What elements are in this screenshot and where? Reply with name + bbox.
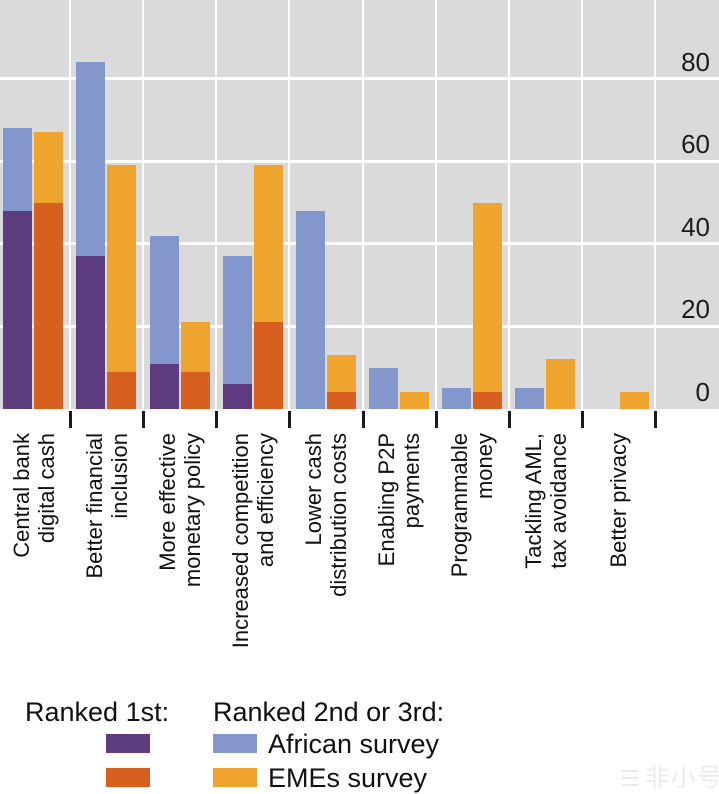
x-axis-tick xyxy=(215,411,219,428)
grid-line-v xyxy=(654,0,657,409)
y-tick-label: 40 xyxy=(681,211,710,242)
grid-line-h xyxy=(0,77,719,81)
grid-line-v xyxy=(142,0,145,409)
bar-segment-emes-ranked-1st xyxy=(180,371,210,409)
bar-segment-emes-ranked-2nd-3rd xyxy=(253,165,283,323)
y-tick-label: 0 xyxy=(695,377,710,407)
bar-segment-emes-ranked-1st xyxy=(473,392,503,409)
x-category-label: Increased competition and efficiency xyxy=(227,433,278,649)
legend-label-african-survey: African survey xyxy=(268,729,440,759)
x-axis-tick xyxy=(581,411,585,428)
bar-segment-emes-ranked-2nd-3rd xyxy=(546,359,576,409)
bar-segment-african-ranked-1st xyxy=(76,256,106,409)
y-tick-label: 80 xyxy=(681,46,710,77)
bar-segment-african-ranked-2nd-3rd xyxy=(369,367,399,409)
grid-line-h xyxy=(0,324,719,328)
bar-segment-emes-ranked-2nd-3rd xyxy=(326,355,356,393)
bar-segment-emes-ranked-2nd-3rd xyxy=(619,392,649,409)
legend-header-ranked-2nd-3rd: Ranked 2nd or 3rd: xyxy=(213,697,445,727)
legend-swatch-emes-ranked1 xyxy=(106,768,150,787)
x-axis-tick xyxy=(288,411,292,428)
chart-plot-area xyxy=(0,0,719,409)
x-category-label: Programmable money xyxy=(447,433,498,578)
bar-segment-african-ranked-2nd-3rd xyxy=(3,128,33,211)
x-axis-tick xyxy=(434,411,438,428)
grid-line-v xyxy=(288,0,291,409)
watermark-logo-icon: ☰ xyxy=(620,766,641,791)
x-axis-tick xyxy=(507,411,511,428)
bar-segment-emes-ranked-2nd-3rd xyxy=(107,165,137,372)
x-axis-tick xyxy=(142,411,146,428)
bar-segment-african-ranked-1st xyxy=(222,384,252,409)
y-tick-label: 60 xyxy=(681,129,710,160)
bar-segment-emes-ranked-1st xyxy=(253,322,283,409)
bar-segment-emes-ranked-2nd-3rd xyxy=(400,392,430,409)
legend-label-emes-survey: EMEs survey xyxy=(268,763,428,793)
chart-legend: Ranked 1st: Ranked 2nd or 3rd: African s… xyxy=(0,694,719,793)
bar-segment-african-ranked-2nd-3rd xyxy=(149,235,179,364)
x-category-label: Lower cash distribution costs xyxy=(301,433,352,597)
bar-segment-african-ranked-1st xyxy=(149,363,179,409)
x-category-label: Tackling AML, tax avoidance xyxy=(520,433,571,569)
legend-header-ranked-1st: Ranked 1st: xyxy=(25,697,170,727)
x-category-label: Better privacy xyxy=(606,433,632,568)
bar-segment-african-ranked-2nd-3rd xyxy=(295,210,325,409)
grid-line-v xyxy=(361,0,364,409)
y-tick-label: 20 xyxy=(681,294,710,325)
bar-segment-african-ranked-2nd-3rd xyxy=(442,388,472,409)
bar-segment-emes-ranked-2nd-3rd xyxy=(473,202,503,393)
grid-line-v xyxy=(581,0,584,409)
bar-segment-african-ranked-2nd-3rd xyxy=(222,256,252,385)
x-axis-tick xyxy=(69,411,72,428)
x-axis-tick xyxy=(361,411,365,428)
bar-segment-emes-ranked-1st xyxy=(34,202,64,409)
bar-segment-emes-ranked-2nd-3rd xyxy=(180,322,210,372)
bar-segment-african-ranked-2nd-3rd xyxy=(76,62,106,257)
bar-segment-african-ranked-1st xyxy=(3,210,33,409)
bar-segment-african-ranked-2nd-3rd xyxy=(515,388,545,409)
bar-segment-emes-ranked-1st xyxy=(107,371,137,409)
watermark: ☰ 非小号 xyxy=(620,758,719,794)
bar-segment-emes-ranked-1st xyxy=(326,392,356,409)
x-category-label: Central bank digital cash xyxy=(8,433,59,558)
grid-line-h xyxy=(0,242,719,246)
legend-swatch-african-ranked1 xyxy=(106,734,150,753)
bar-segment-emes-ranked-2nd-3rd xyxy=(34,132,64,203)
grid-line-v xyxy=(434,0,437,409)
legend-swatch-emes-ranked23 xyxy=(213,768,257,787)
x-axis-tick xyxy=(654,411,658,428)
legend-swatch-african-ranked23 xyxy=(213,734,257,753)
x-category-label: More effective monetary policy xyxy=(154,433,205,588)
grid-line-v xyxy=(215,0,218,409)
watermark-text: 非小号 xyxy=(644,764,719,792)
x-category-label: Better financial inclusion xyxy=(81,433,132,579)
grid-line-h xyxy=(0,159,719,163)
grid-line-v xyxy=(69,0,71,409)
x-category-label: Enabling P2P payments xyxy=(374,433,425,567)
grid-line-v xyxy=(507,0,510,409)
